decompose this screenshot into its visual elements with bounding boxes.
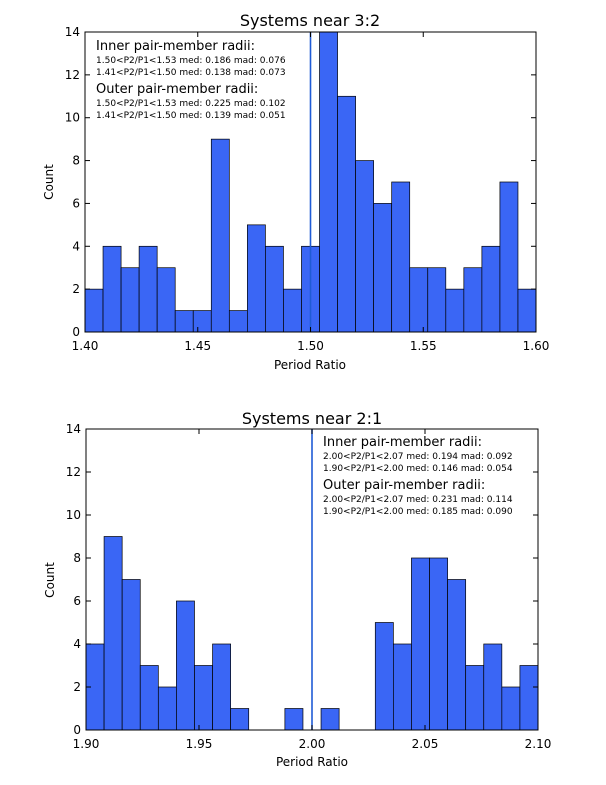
histogram-bar (121, 579, 141, 731)
histogram-bar (157, 686, 177, 731)
histogram-bar (411, 557, 430, 731)
histogram-panel-2-1: Systems near 2:1 0 2 4 6 8 10 12 14 1.90 1.95 2.0… (43, 409, 551, 769)
x-tick-label: 1.40 (72, 339, 99, 353)
inner-heading: Inner pair-member radii: (323, 435, 482, 450)
y-tick-label: 4 (73, 637, 81, 651)
histogram-bar (283, 288, 302, 333)
y-tick-label: 0 (73, 723, 81, 737)
histogram-bar (194, 665, 213, 731)
histogram-bar (174, 310, 194, 333)
outer-heading: Outer pair-member radii: (323, 478, 485, 493)
histogram-bar (176, 600, 195, 731)
y-tick-label: 6 (73, 594, 81, 608)
x-tick-label: 1.90 (73, 737, 100, 751)
x-tick-label: 2.10 (525, 737, 552, 751)
histogram-bar (391, 181, 411, 333)
y-tick-label: 8 (72, 154, 80, 168)
histogram-bar (374, 622, 394, 731)
x-tick-label: 1.95 (186, 737, 213, 751)
annotation-box: Inner pair-member radii: 1.50<P2/P1<1.53… (96, 39, 286, 121)
histogram-bar (409, 267, 429, 333)
y-tick-label: 0 (72, 325, 80, 339)
bars (85, 536, 539, 731)
histogram-bar (210, 138, 230, 333)
histogram-bar (228, 310, 248, 333)
bars (84, 31, 537, 333)
chart-title: Systems near 2:1 (242, 409, 382, 428)
y-axis-ticks: 0 2 4 6 8 10 12 14 (66, 422, 538, 737)
histogram-bar (447, 579, 467, 731)
y-axis-label: Count (43, 562, 57, 598)
inner-line-2: 1.90<P2/P1<2.00 med: 0.146 mad: 0.054 (323, 464, 513, 474)
y-tick-label: 8 (73, 551, 81, 565)
histogram-bar (427, 267, 447, 333)
y-tick-label: 10 (65, 111, 80, 125)
y-tick-label: 12 (66, 465, 81, 479)
histogram-bar (429, 557, 448, 731)
outer-line-1: 2.00<P2/P1<2.07 med: 0.231 mad: 0.114 (323, 495, 513, 505)
inner-line-1: 1.50<P2/P1<1.53 med: 0.186 mad: 0.076 (96, 56, 286, 66)
outer-line-2: 1.90<P2/P1<2.00 med: 0.185 mad: 0.090 (323, 507, 513, 517)
histogram-bar (103, 536, 123, 731)
histogram-bar (247, 224, 266, 333)
x-tick-label: 2.00 (299, 737, 326, 751)
histogram-bar (156, 267, 176, 333)
x-axis-ticks: 1.90 1.95 2.00 2.05 2.10 (73, 429, 552, 751)
histogram-bar (465, 665, 485, 731)
histogram-bar (337, 95, 356, 333)
x-axis-label: Period Ratio (274, 358, 346, 372)
histogram-bar (284, 708, 304, 731)
histogram-bar (138, 245, 158, 333)
x-tick-label: 2.05 (412, 737, 439, 751)
y-tick-label: 14 (66, 422, 81, 436)
histogram-bar (212, 643, 231, 731)
x-tick-label: 1.60 (523, 339, 550, 353)
histogram-bar (483, 643, 503, 731)
histogram-bar (463, 267, 483, 333)
chart-title: Systems near 3:2 (240, 11, 380, 30)
histogram-bar (230, 708, 250, 731)
histogram-bar (501, 686, 521, 731)
y-axis-ticks: 0 2 4 6 8 10 12 14 (65, 25, 536, 339)
x-tick-label: 1.45 (184, 339, 211, 353)
x-tick-label: 1.55 (410, 339, 437, 353)
outer-line-1: 1.50<P2/P1<1.53 med: 0.225 mad: 0.102 (96, 99, 286, 109)
histogram-bar (102, 245, 122, 333)
y-tick-label: 2 (73, 680, 81, 694)
y-tick-label: 2 (72, 282, 80, 296)
histogram-bar (499, 181, 519, 333)
histogram-bar (320, 708, 340, 731)
inner-heading: Inner pair-member radii: (96, 39, 255, 54)
histogram-bar (519, 665, 539, 731)
histogram-bar (481, 245, 501, 333)
x-axis-label: Period Ratio (276, 755, 348, 769)
histogram-bar (192, 310, 212, 333)
y-tick-label: 6 (72, 196, 80, 210)
annotation-box: Inner pair-member radii: 2.00<P2/P1<2.07… (323, 435, 513, 517)
histogram-bar (84, 288, 104, 333)
histogram-bar (120, 267, 140, 333)
inner-line-1: 2.00<P2/P1<2.07 med: 0.194 mad: 0.092 (323, 452, 513, 462)
histogram-bar (355, 160, 374, 333)
x-axis-ticks: 1.40 1.45 1.50 1.55 1.60 (72, 32, 550, 353)
outer-line-2: 1.41<P2/P1<1.50 med: 0.139 mad: 0.051 (96, 111, 286, 121)
y-tick-label: 10 (66, 508, 81, 522)
histogram-bar (139, 665, 159, 731)
x-tick-label: 1.50 (297, 339, 324, 353)
histogram-bar (319, 31, 338, 333)
y-axis-label: Count (42, 164, 56, 200)
histogram-panel-3-2: Systems near 3:2 0 2 4 6 8 10 12 14 1.40 1.45 1.5… (42, 11, 549, 372)
histogram-bar (445, 288, 465, 333)
y-tick-label: 14 (65, 25, 80, 39)
histogram-bar (517, 288, 537, 333)
y-tick-label: 12 (65, 68, 80, 82)
histogram-bar (373, 203, 393, 333)
histogram-bar (393, 643, 412, 731)
y-tick-label: 4 (72, 239, 80, 253)
outer-heading: Outer pair-member radii: (96, 82, 258, 97)
histogram-bar (265, 245, 284, 333)
inner-line-2: 1.41<P2/P1<1.50 med: 0.138 mad: 0.073 (96, 68, 286, 78)
